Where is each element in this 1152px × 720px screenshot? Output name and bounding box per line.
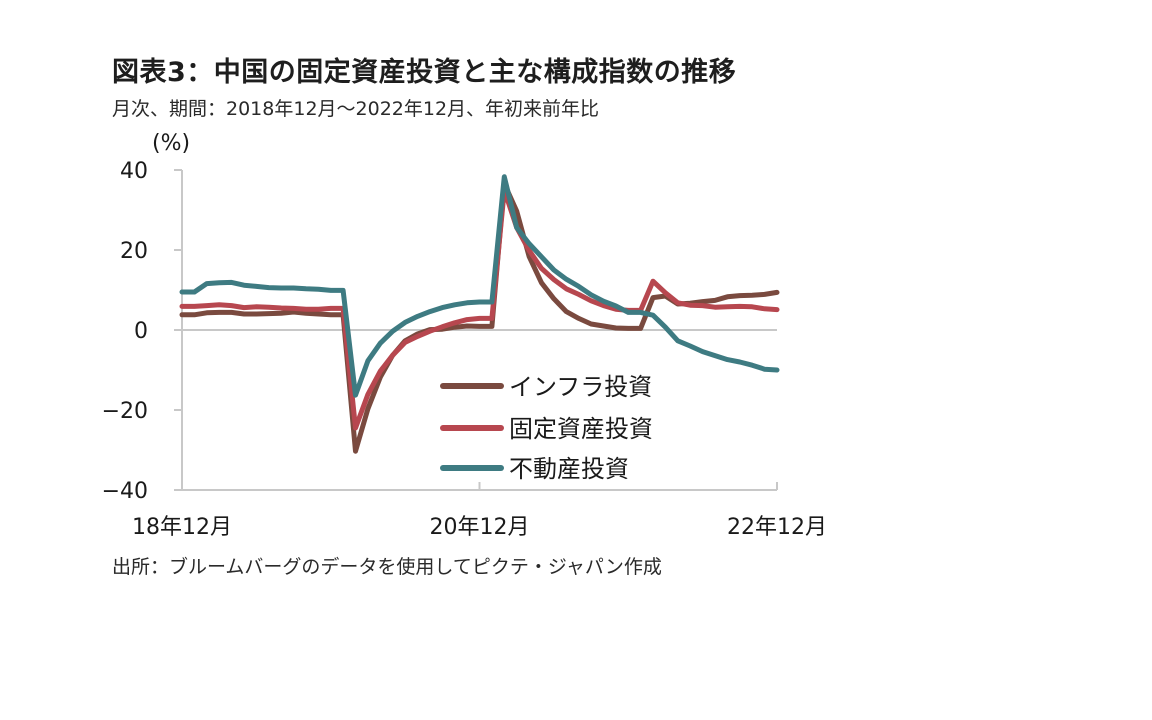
- y-tick-label: 0: [134, 319, 148, 344]
- legend-label-real_estate: 不動産投資: [509, 455, 629, 483]
- y-tick-label: −20: [102, 399, 148, 424]
- chart-series: [182, 177, 777, 451]
- y-unit-label: (%): [152, 131, 190, 156]
- x-tick-label: 22年12月: [727, 515, 827, 540]
- chart-axes: 40 20 0 −20 −40 (%) 18年12月 20年12月 22年12月: [102, 131, 827, 540]
- x-tick-label: 20年12月: [430, 515, 530, 540]
- y-tick-label: 20: [120, 239, 148, 264]
- series-line-real_estate: [182, 177, 777, 395]
- legend-label-fixed_asset: 固定資産投資: [509, 415, 653, 443]
- source-note: 出所：ブルームバーグのデータを使用してピクテ・ジャパン作成: [112, 552, 662, 579]
- x-tick-label: 18年12月: [132, 515, 232, 540]
- y-tick-label: −40: [102, 479, 148, 504]
- y-tick-label: 40: [120, 159, 148, 184]
- series-line-fixed_asset: [182, 190, 777, 428]
- legend-label-infra: インフラ投資: [509, 373, 652, 401]
